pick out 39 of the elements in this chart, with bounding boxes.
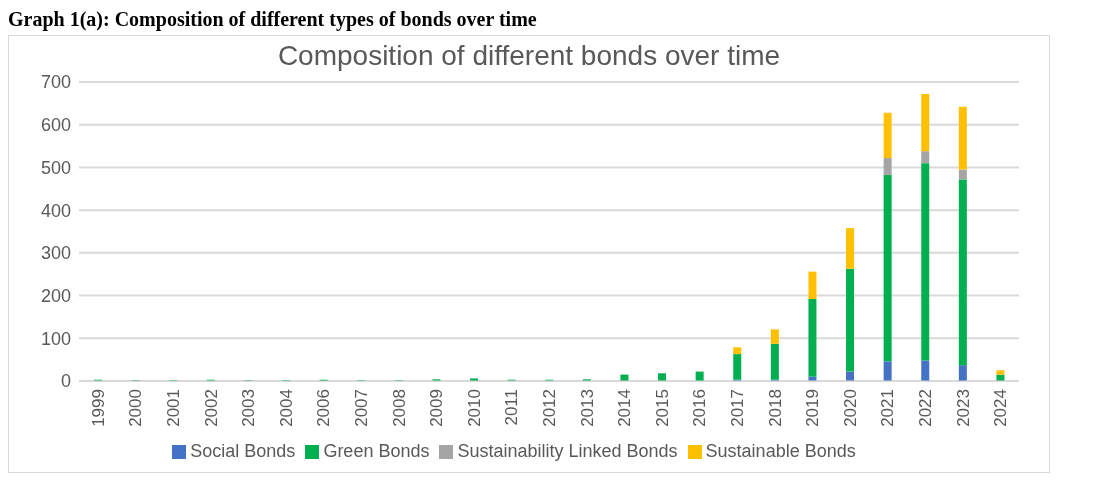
x-tick-label: 2000: [126, 389, 146, 427]
x-tick-label: 2015: [652, 389, 672, 427]
legend-label: Social Bonds: [190, 441, 296, 461]
x-tick-label: 2024: [991, 389, 1011, 427]
x-tick-label: 2013: [577, 389, 597, 427]
x-tick-label: 2011: [502, 389, 522, 426]
x-tick-label: 2006: [314, 389, 334, 427]
chart-title: Composition of different bonds over time: [276, 40, 782, 72]
y-tick-label: 0: [60, 371, 71, 392]
x-tick-label: 2002: [201, 389, 221, 427]
x-tick-label: 2010: [464, 389, 484, 427]
x-tick-label: 1999: [88, 389, 108, 427]
x-tick-label: 2007: [352, 389, 372, 427]
legend-label: Green Bonds: [323, 441, 430, 461]
x-tick-label: 2021: [878, 389, 898, 427]
x-tick-label: 2012: [540, 389, 560, 427]
y-tick-label: 700: [40, 72, 71, 93]
legend-label: Sustainable Bonds: [705, 441, 856, 461]
x-tick-label: 2023: [953, 389, 973, 427]
x-tick-label: 2022: [916, 389, 936, 427]
x-tick-label: 2016: [690, 389, 710, 427]
x-tick-label: 2004: [276, 389, 296, 427]
y-tick-label: 200: [40, 285, 71, 306]
x-tick-label: 2009: [427, 389, 447, 427]
x-tick-label: 2017: [728, 389, 748, 427]
x-tick-label: 2008: [389, 389, 409, 427]
x-tick-label: 2020: [840, 389, 860, 427]
legend-label: Sustainability Linked Bonds: [457, 441, 678, 461]
y-tick-label: 100: [40, 328, 71, 349]
y-tick-label: 400: [40, 200, 71, 221]
y-tick-label: 600: [40, 115, 71, 136]
y-tick-label: 300: [40, 243, 71, 264]
x-tick-label: 2001: [164, 389, 184, 427]
x-tick-label: 2018: [765, 389, 785, 427]
y-tick-label: 500: [40, 157, 71, 178]
x-tick-label: 2003: [239, 389, 259, 427]
x-tick-label: 2014: [615, 389, 635, 427]
caption: Graph 1(a): Composition of different types of bonds over time: [8, 8, 538, 31]
x-tick-label: 2019: [803, 389, 823, 427]
